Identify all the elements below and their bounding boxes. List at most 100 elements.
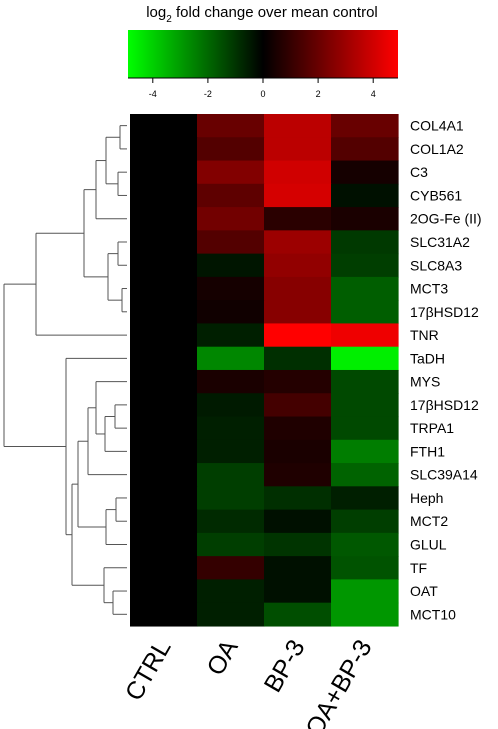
- heatmap-cell: [130, 114, 198, 138]
- legend-tick-label: -2: [204, 89, 212, 99]
- heatmap-cell: [130, 532, 198, 557]
- legend-tick-label: -4: [149, 89, 157, 99]
- heatmap-cell: [264, 114, 332, 138]
- column-label: BP-3: [259, 635, 311, 697]
- heatmap-cell: [331, 463, 399, 487]
- row-label: C3: [410, 164, 428, 180]
- heatmap-cell: [331, 230, 399, 255]
- heatmap-cell: [331, 509, 399, 534]
- column-label: CTRL: [120, 635, 177, 706]
- heatmap-cell: [264, 369, 332, 394]
- heatmap-cell: [197, 137, 265, 162]
- row-label: CYB561: [410, 187, 462, 203]
- heatmap-cell: [264, 230, 332, 255]
- heatmap-cell: [264, 393, 332, 418]
- heatmap-cell: [130, 369, 198, 394]
- heatmap-cell: [264, 160, 332, 185]
- row-label: MCT2: [410, 513, 448, 529]
- heatmap-cell: [264, 602, 332, 627]
- heatmap-cell: [264, 486, 332, 511]
- heatmap-cell: [331, 532, 399, 557]
- row-label: MYS: [410, 374, 440, 390]
- heatmap-cell: [130, 276, 198, 301]
- heatmap-cell: [331, 253, 399, 278]
- heatmap-cell: [130, 160, 198, 185]
- heatmap-cell: [331, 114, 399, 138]
- heatmap-cell: [264, 207, 332, 231]
- heatmap-cell: [130, 300, 198, 325]
- heatmap-cell: [130, 509, 198, 534]
- heatmap-cell: [331, 183, 399, 208]
- row-label: SLC31A2: [410, 234, 470, 250]
- row-label: FTH1: [410, 443, 445, 459]
- heatmap-cell: [130, 230, 198, 255]
- legend-color-bar: [128, 30, 398, 78]
- heatmap-cell: [331, 416, 399, 441]
- heatmap-cell: [331, 300, 399, 325]
- row-label: TRPA1: [410, 420, 454, 436]
- legend-tick-label: 4: [371, 89, 376, 99]
- heatmap-cell: [197, 486, 265, 511]
- heatmap-cell: [264, 346, 332, 371]
- row-label: COL1A2: [410, 141, 464, 157]
- row-label: 2OG-Fe (II): [410, 211, 482, 227]
- heatmap-cell: [130, 416, 198, 441]
- heatmap-cell: [197, 160, 265, 185]
- heatmap-cell: [130, 579, 198, 604]
- heatmap-cell: [331, 486, 399, 511]
- legend-title: log2 fold change over mean control: [146, 4, 378, 25]
- heatmap-cell: [130, 346, 198, 371]
- heatmap-cell: [197, 393, 265, 418]
- heatmap-cell: [130, 486, 198, 511]
- heatmap-cell: [197, 253, 265, 278]
- heatmap-cell: [197, 323, 265, 348]
- heatmap-cell: [197, 416, 265, 441]
- heatmap-cell: [264, 509, 332, 534]
- heatmap-cell: [197, 114, 265, 138]
- heatmap-cell: [331, 369, 399, 394]
- heatmap-cell: [197, 207, 265, 231]
- heatmap-cell: [130, 439, 198, 464]
- heatmap-cell: [130, 323, 198, 348]
- row-label: 17βHSD12: [410, 304, 479, 320]
- heatmap-cell: [197, 276, 265, 301]
- heatmap-cell: [197, 463, 265, 487]
- heatmap-cell: [331, 137, 399, 162]
- heatmap-cell: [197, 532, 265, 557]
- row-label: SLC8A3: [410, 257, 462, 273]
- heatmap-cell: [197, 369, 265, 394]
- row-label: OAT: [410, 583, 438, 599]
- heatmap-cell: [197, 346, 265, 371]
- row-label: COL4A1: [410, 118, 464, 134]
- column-label: OA: [201, 635, 243, 681]
- heatmap-cell: [331, 556, 399, 580]
- heatmap-cell: [264, 276, 332, 301]
- legend-ticks: -4 -2 0 2 4: [149, 78, 376, 99]
- row-label: SLC39A14: [410, 467, 478, 483]
- heatmap-cell: [331, 276, 399, 301]
- heatmap-cell: [264, 463, 332, 487]
- heatmap-cell: [331, 323, 399, 348]
- heatmap-cell: [331, 579, 399, 604]
- heatmap-cell: [130, 183, 198, 208]
- heatmap-cell: [331, 439, 399, 464]
- heatmap-cell: [331, 207, 399, 231]
- heatmap-cell: [331, 346, 399, 371]
- heatmap-cell: [197, 183, 265, 208]
- heatmap-cell: [197, 602, 265, 627]
- heatmap-cell: [264, 323, 332, 348]
- heatmap-cell: [130, 137, 198, 162]
- row-label: TNR: [410, 327, 439, 343]
- heatmap-cell: [130, 207, 198, 231]
- row-label: GLUL: [410, 536, 447, 552]
- heatmap-cell: [197, 439, 265, 464]
- column-labels: CTRL OA BP-3OA+BP-3: [120, 635, 378, 729]
- heatmap-cell: [264, 253, 332, 278]
- row-label: TF: [410, 560, 427, 576]
- row-label: TaDH: [410, 350, 445, 366]
- heatmap-cell: [331, 393, 399, 418]
- heatmap-cell: [197, 556, 265, 580]
- heatmap-cell: [130, 253, 198, 278]
- heatmap-cell: [197, 579, 265, 604]
